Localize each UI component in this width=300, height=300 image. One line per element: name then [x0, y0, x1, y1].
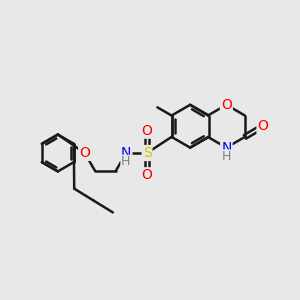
Text: N: N	[121, 146, 131, 160]
Text: O: O	[257, 119, 268, 133]
Text: N: N	[221, 141, 232, 154]
Text: O: O	[221, 98, 232, 112]
Text: O: O	[79, 146, 90, 160]
Text: H: H	[222, 150, 231, 163]
Text: H: H	[121, 155, 130, 168]
Text: O: O	[142, 168, 152, 182]
Text: O: O	[142, 124, 152, 138]
Text: S: S	[143, 146, 152, 160]
